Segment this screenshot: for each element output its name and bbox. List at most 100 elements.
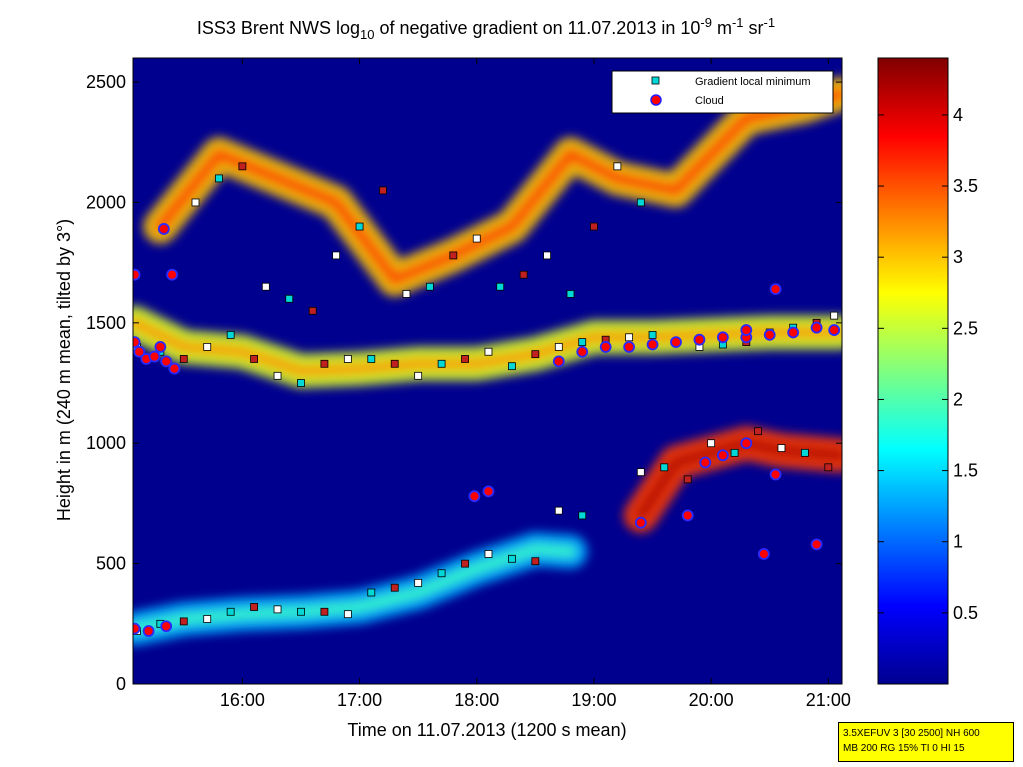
gradient-minimum-point	[648, 330, 657, 339]
gradient-minimum-point	[191, 198, 200, 207]
gradient-minimum-point	[730, 448, 739, 457]
gradient-minimum-point	[402, 290, 411, 298]
gradient-minimum-point	[355, 222, 364, 231]
gradient-minimum-point	[484, 347, 493, 356]
cloud-point	[769, 468, 782, 481]
heatmap-band-core	[634, 437, 842, 522]
colorbar-tick-label: 2.5	[953, 318, 978, 338]
marker-layer	[133, 162, 841, 637]
gradient-minimum-point	[203, 615, 212, 623]
gradient-minimum-point	[414, 578, 423, 587]
gradient-minimum-point	[320, 359, 329, 368]
legend-box	[611, 70, 834, 114]
info-box: 3.5XEFUV 3 [30 2500] NH 600 MB 200 RG 15…	[838, 722, 1014, 762]
y-axis: 0 500 1000 1500 2000 2500	[86, 72, 842, 694]
cloud-point	[646, 338, 659, 351]
info-line-1: 3.5XEFUV 3 [30 2500] NH 600	[843, 728, 980, 739]
gradient-minimum-point	[308, 306, 317, 315]
gradient-minimum-point	[297, 379, 305, 387]
y-tick-label: 1000	[86, 433, 126, 453]
colorbar-tick-label: 3	[953, 247, 963, 267]
gradient-minimum-point	[273, 605, 282, 614]
gradient-minimum-point	[683, 475, 692, 484]
gradient-minimum-point	[472, 234, 481, 243]
cloud-point	[552, 355, 565, 368]
gradient-minimum-point	[625, 333, 634, 342]
gradient-minimum-point	[461, 559, 469, 568]
cloud-point	[133, 622, 141, 635]
gradient-minimum-point	[566, 290, 575, 298]
x-tick-label: 17:00	[337, 690, 382, 710]
gradient-minimum-point	[461, 355, 469, 363]
cloud-point	[716, 331, 729, 344]
cloud-point	[670, 336, 682, 349]
colorbar-tick-label: 3.5	[953, 176, 978, 196]
x-tick-label: 18:00	[454, 690, 499, 710]
colorbar-ticks: 0.5 1 1.5 2 2.5 3 3.5 4	[878, 105, 978, 623]
cloud-point	[693, 333, 706, 346]
gradient-minimum-point	[830, 311, 839, 320]
gradient-minimum-point	[179, 355, 188, 363]
y-tick-label: 1500	[86, 313, 126, 333]
cloud-point	[160, 620, 173, 633]
gradient-minimum-point	[379, 186, 387, 195]
y-axis-label: Height in m (240 m mean, tilted by 3°)	[54, 219, 74, 521]
gradient-minimum-point	[437, 569, 446, 578]
cloud-point	[468, 490, 481, 503]
gradient-minimum-point	[484, 550, 493, 558]
cloud-point	[810, 321, 823, 334]
plot-area	[132, 57, 843, 685]
gradient-minimum-point	[508, 362, 516, 371]
x-axis: 16:00 17:00 18:00 19:00 20:00 21:00	[220, 58, 851, 710]
gradient-minimum-point	[777, 444, 786, 452]
cloud-point	[142, 625, 155, 637]
cloud-point	[757, 548, 770, 560]
gradient-minimum-point	[554, 343, 563, 351]
gradient-minimum-point	[613, 162, 622, 171]
gradient-minimum-point	[437, 359, 446, 368]
plot-frame	[132, 57, 843, 685]
cloud-point	[810, 538, 823, 551]
gradient-minimum-point	[660, 463, 669, 472]
gradient-minimum-point	[320, 607, 329, 616]
cloud-point	[787, 326, 800, 339]
gradient-minimum-point	[531, 350, 540, 359]
cloud-point	[482, 485, 495, 498]
legend-circle-marker-icon	[650, 94, 662, 106]
cloud-point	[681, 509, 694, 522]
cloud-point	[154, 341, 167, 353]
gradient-minimum-point	[800, 448, 809, 457]
cloud-point	[623, 341, 636, 353]
gradient-minimum-point	[367, 588, 376, 597]
cloud-point	[168, 362, 181, 375]
cloud-point	[740, 324, 753, 336]
heatmap-band-core	[154, 88, 842, 286]
x-tick-label: 16:00	[220, 690, 265, 710]
x-tick-label: 19:00	[571, 690, 616, 710]
cloud-point	[769, 283, 782, 296]
cloud-point	[740, 437, 753, 450]
gradient-minimum-point	[226, 330, 235, 339]
colorbar-gradient	[877, 57, 949, 685]
gradient-minimum-point	[343, 355, 352, 363]
colorbar-tick-label: 1.5	[953, 461, 978, 481]
legend-label-cloud: Cloud	[695, 95, 724, 107]
cloud-point	[133, 268, 141, 281]
legend-label-gradient: Gradient local minimum	[695, 76, 811, 88]
heatmap-band-core	[133, 316, 842, 377]
gradient-minimum-point	[215, 174, 223, 183]
x-tick-label: 21:00	[806, 690, 851, 710]
cloud-point	[634, 516, 647, 529]
cloud-point	[763, 328, 776, 341]
gradient-minimum-point	[554, 506, 563, 515]
gradient-minimum-point	[636, 468, 645, 477]
cloud-point	[716, 449, 729, 462]
cloud-point	[166, 268, 178, 281]
info-line-2: MB 200 RG 15% TI 0 HI 15	[843, 743, 965, 754]
heatmap-band-core	[133, 543, 577, 635]
y-tick-label: 2000	[86, 192, 126, 212]
gradient-minimum-point	[203, 343, 212, 351]
colorbar: 0.5 1 1.5 2 2.5 3 3.5 4	[877, 57, 978, 685]
gradient-minimum-point	[179, 617, 188, 626]
